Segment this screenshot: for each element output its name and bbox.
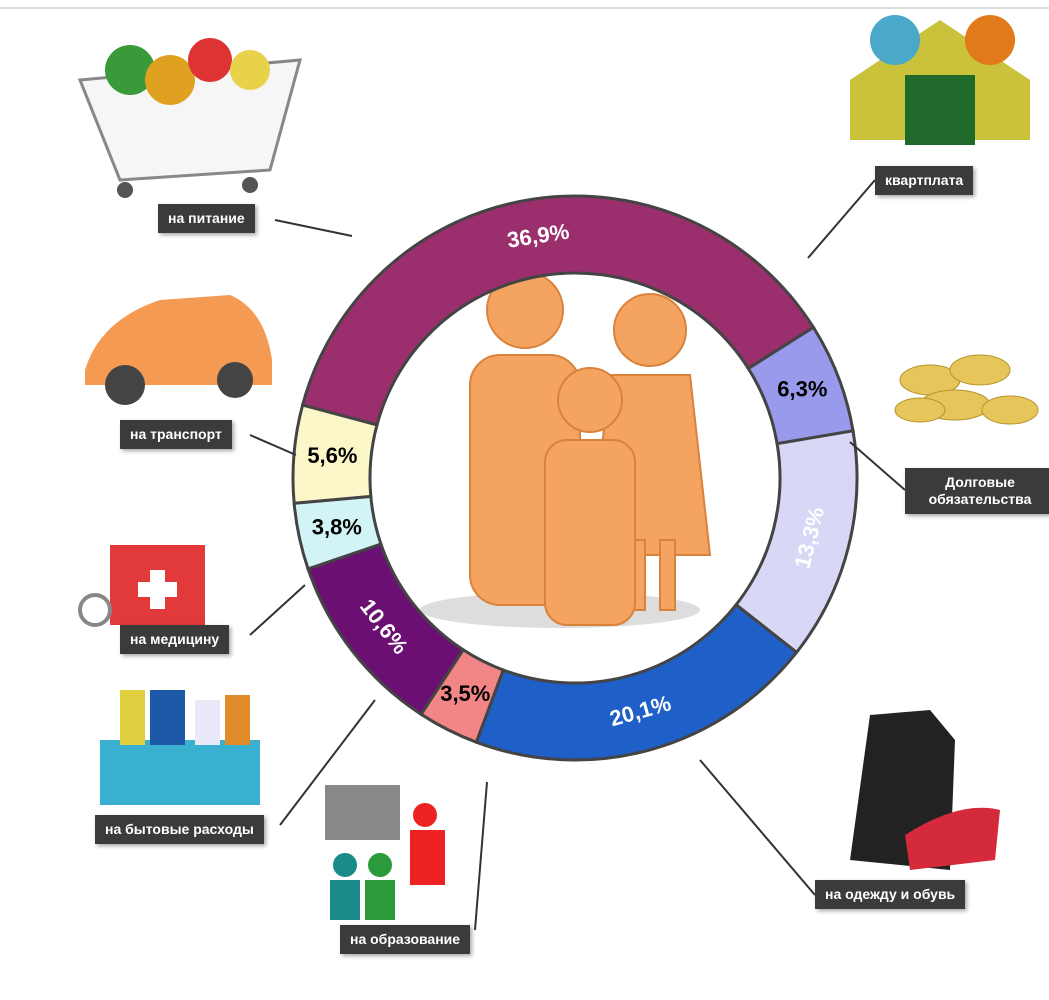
car-icon [85,295,272,405]
category-label: квартплата [875,166,974,195]
coins-icon [894,354,1039,425]
value-label: 3,5% [440,681,490,706]
value-label: 6,3% [777,377,827,402]
leader-line [274,219,353,237]
category-label: на питание [158,204,255,233]
cleaning-icon [100,690,260,805]
value-label: 5,6% [307,443,357,468]
pie-segment [300,194,816,427]
leader-line [699,759,816,896]
family-icon [420,271,712,628]
leader-line [279,699,376,826]
category-label: на бытовые расходы [95,815,264,844]
category-label: на транспорт [120,420,232,449]
clothes-icon [850,710,1000,870]
category-label: на медицину [120,625,230,654]
pie-segment [474,602,799,762]
category-label: Долговые обязательства [905,468,1049,514]
leader-line [249,434,297,456]
house-icon [850,15,1030,145]
pie-segment [291,403,379,505]
education-icon [325,785,445,920]
medkit-icon [78,545,205,627]
cart-icon [77,38,303,198]
leader-line [807,179,876,259]
value-label: 3,8% [312,514,362,539]
category-label: на одежду и обувь [815,880,966,909]
leader-line [849,441,906,491]
category-label: на образование [340,925,471,954]
leader-line [249,584,306,636]
leader-line [474,781,488,931]
